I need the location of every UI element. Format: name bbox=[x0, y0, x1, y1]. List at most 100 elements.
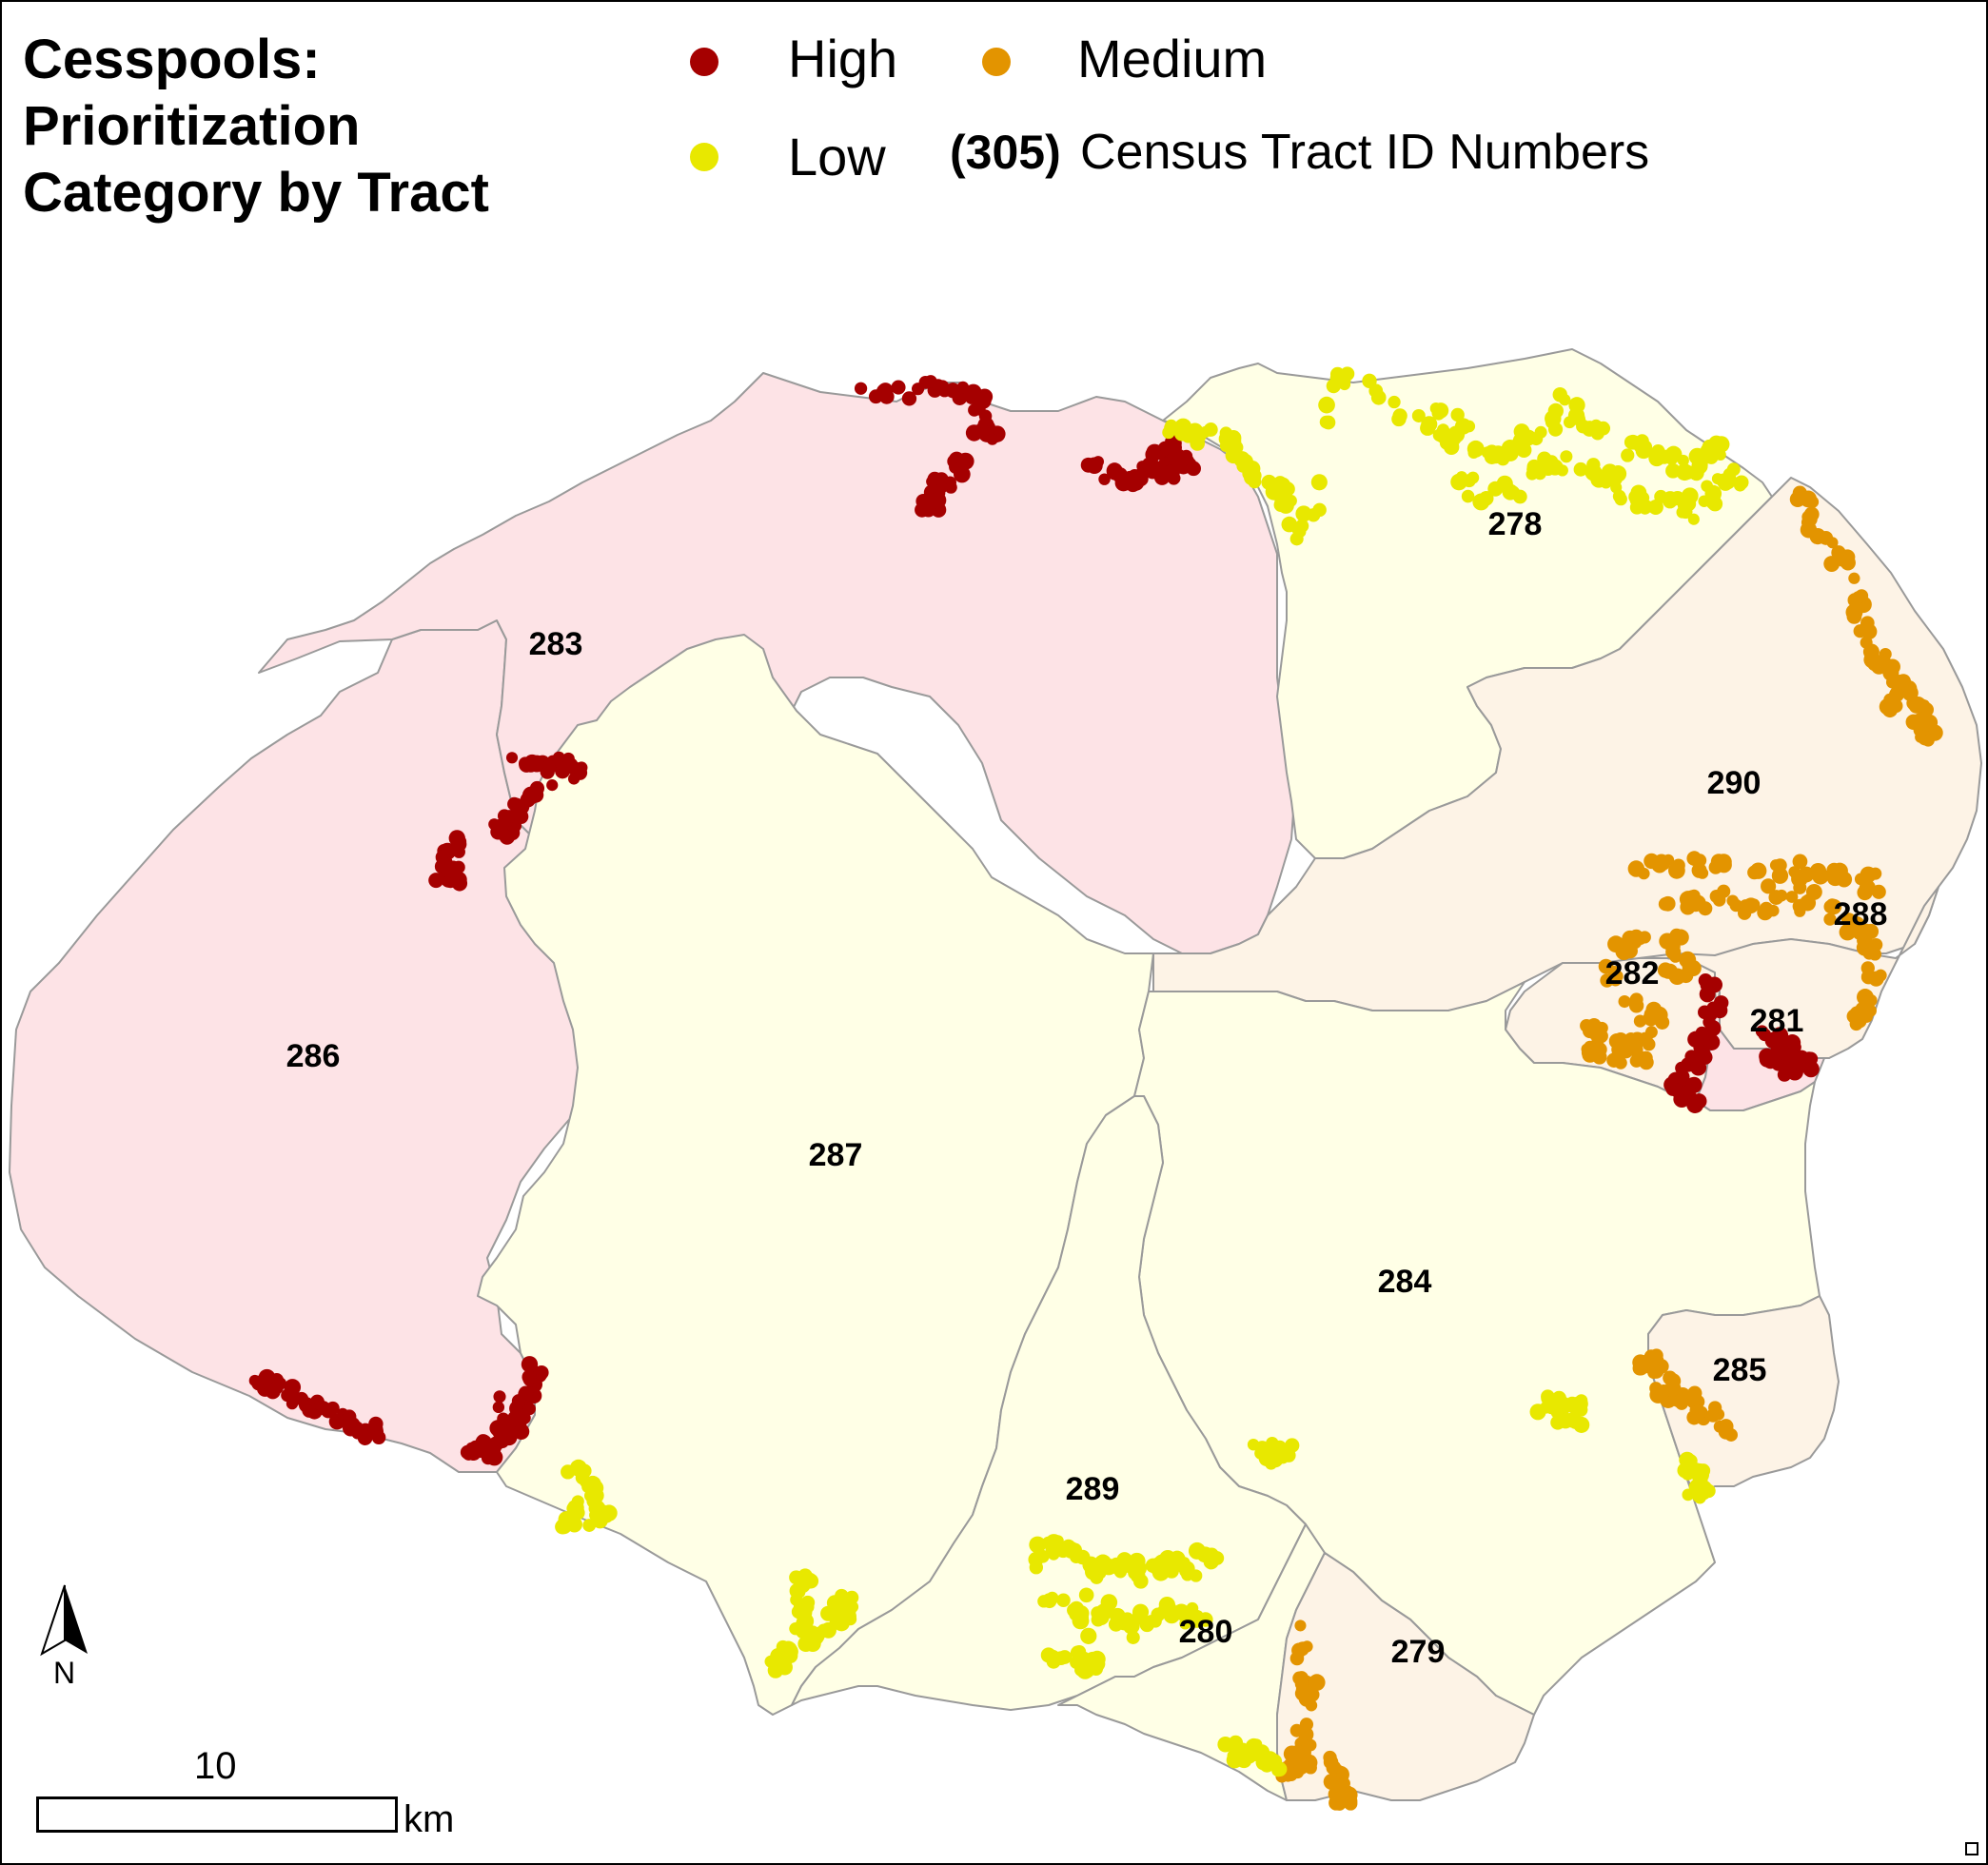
cesspool-point-low bbox=[1329, 372, 1343, 384]
cesspool-point-high bbox=[1128, 468, 1141, 482]
cesspool-point-medium bbox=[1617, 1042, 1634, 1059]
cesspool-point-low bbox=[1421, 416, 1438, 433]
cesspool-point-high bbox=[956, 452, 974, 470]
cesspool-point-low bbox=[1687, 513, 1700, 525]
cesspool-point-low bbox=[1198, 1612, 1213, 1627]
cesspool-point-low bbox=[1621, 448, 1635, 462]
cesspool-point-high bbox=[1770, 1032, 1788, 1050]
cesspool-point-medium bbox=[1294, 1686, 1309, 1700]
tract-label-280: 280 bbox=[1179, 1614, 1233, 1650]
cesspool-point-low bbox=[1572, 413, 1586, 426]
cesspool-point-medium bbox=[1823, 899, 1838, 914]
cesspool-point-high bbox=[248, 1374, 261, 1387]
cesspool-point-high bbox=[1186, 461, 1201, 477]
cesspool-point-medium bbox=[1294, 1677, 1309, 1691]
cesspool-point-low bbox=[1159, 1560, 1172, 1572]
cesspool-point-low bbox=[1056, 1593, 1071, 1608]
cesspool-point-low bbox=[1664, 445, 1683, 463]
cesspool-point-low bbox=[1245, 467, 1259, 481]
cesspool-point-medium bbox=[1341, 1786, 1358, 1804]
cesspool-point-low bbox=[1145, 1615, 1157, 1627]
cesspool-point-low bbox=[1450, 407, 1465, 422]
cesspool-point-medium bbox=[1687, 895, 1704, 913]
cesspool-point-high bbox=[522, 1402, 536, 1416]
cesspool-point-medium bbox=[1600, 973, 1614, 988]
cesspool-point-medium bbox=[1582, 1047, 1594, 1060]
cesspool-point-high bbox=[915, 493, 932, 509]
cesspool-point-medium bbox=[1708, 1401, 1722, 1415]
cesspool-point-low bbox=[1295, 519, 1309, 533]
cesspool-point-medium bbox=[1632, 1354, 1649, 1371]
cesspool-point-low bbox=[569, 1459, 587, 1477]
cesspool-point-low bbox=[1183, 1606, 1197, 1620]
cesspool-point-high bbox=[505, 752, 519, 764]
cesspool-point-low bbox=[1432, 402, 1449, 419]
cesspool-point-medium bbox=[1848, 572, 1860, 584]
cesspool-point-medium bbox=[1839, 923, 1857, 941]
cesspool-point-high bbox=[1162, 464, 1179, 481]
title-line-1: Cesspools: bbox=[23, 29, 321, 90]
cesspool-point-low bbox=[1692, 1484, 1707, 1500]
cesspool-point-low bbox=[1547, 422, 1564, 437]
cesspool-point-medium bbox=[1631, 1043, 1644, 1056]
cesspool-point-medium bbox=[1713, 1420, 1726, 1433]
cesspool-point-low bbox=[1411, 408, 1426, 422]
legend-tract-sample: (305) bbox=[950, 126, 1061, 179]
tract-label-283: 283 bbox=[529, 626, 583, 662]
cesspool-point-low bbox=[844, 1590, 859, 1605]
cesspool-point-medium bbox=[1826, 537, 1839, 549]
cesspool-point-high bbox=[468, 1440, 483, 1455]
cesspool-point-low bbox=[1651, 443, 1665, 459]
cesspool-point-medium bbox=[1879, 647, 1892, 661]
cesspool-point-medium bbox=[1862, 947, 1877, 960]
cesspool-point-high bbox=[436, 858, 450, 873]
cesspool-point-high bbox=[481, 1451, 496, 1465]
cesspool-point-high bbox=[357, 1430, 373, 1445]
cesspool-point-low bbox=[1454, 418, 1472, 435]
cesspool-point-low bbox=[1307, 508, 1321, 522]
cesspool-point-low bbox=[1466, 440, 1485, 458]
cesspool-point-medium bbox=[1291, 1766, 1305, 1779]
cesspool-point-low bbox=[1247, 1438, 1260, 1451]
cesspool-point-high bbox=[342, 1409, 357, 1424]
cesspool-point-high bbox=[868, 389, 883, 404]
legend-medium-label: Medium bbox=[1077, 29, 1268, 88]
cesspool-point-medium bbox=[1649, 1348, 1663, 1363]
cesspool-point-high bbox=[945, 383, 961, 399]
cesspool-point-high bbox=[493, 1390, 506, 1404]
cesspool-point-medium bbox=[1687, 1385, 1703, 1401]
cesspool-point-low bbox=[1100, 1594, 1118, 1611]
cesspool-point-high bbox=[371, 1430, 386, 1445]
cesspool-point-medium bbox=[1666, 939, 1681, 953]
cesspool-point-high bbox=[1106, 463, 1124, 481]
cesspool-point-low bbox=[1733, 479, 1746, 492]
cesspool-point-high bbox=[269, 1381, 284, 1395]
cesspool-point-high bbox=[510, 807, 523, 821]
cesspool-point-low bbox=[1362, 373, 1377, 389]
cesspool-point-low bbox=[570, 1505, 585, 1521]
cesspool-point-high bbox=[1694, 1045, 1711, 1062]
cesspool-point-medium bbox=[1857, 932, 1873, 949]
cesspool-point-medium bbox=[1847, 593, 1862, 608]
cesspool-point-low bbox=[1391, 411, 1407, 427]
cesspool-point-medium bbox=[1663, 854, 1675, 866]
cesspool-point-medium bbox=[1689, 1404, 1706, 1422]
cesspool-point-low bbox=[1092, 1565, 1107, 1580]
cesspool-point-medium bbox=[1709, 889, 1723, 904]
cesspool-point-medium bbox=[1768, 890, 1784, 905]
cesspool-point-high bbox=[1689, 1093, 1703, 1108]
tract-label-289: 289 bbox=[1066, 1471, 1120, 1507]
cesspool-point-medium bbox=[1840, 549, 1856, 565]
cesspool-point-high bbox=[368, 1416, 384, 1432]
cesspool-point-high bbox=[929, 491, 947, 509]
cesspool-point-high bbox=[546, 779, 559, 792]
legend-high-dot bbox=[690, 48, 718, 76]
cesspool-point-medium bbox=[1665, 1373, 1682, 1389]
north-arrow-icon bbox=[40, 1584, 88, 1657]
cesspool-point-medium bbox=[1308, 1674, 1326, 1691]
cesspool-point-medium bbox=[1909, 696, 1927, 714]
cesspool-point-medium bbox=[1883, 693, 1897, 706]
cesspool-point-low bbox=[1057, 1650, 1073, 1664]
cesspool-point-low bbox=[835, 1588, 849, 1603]
cesspool-point-low bbox=[1702, 439, 1717, 455]
